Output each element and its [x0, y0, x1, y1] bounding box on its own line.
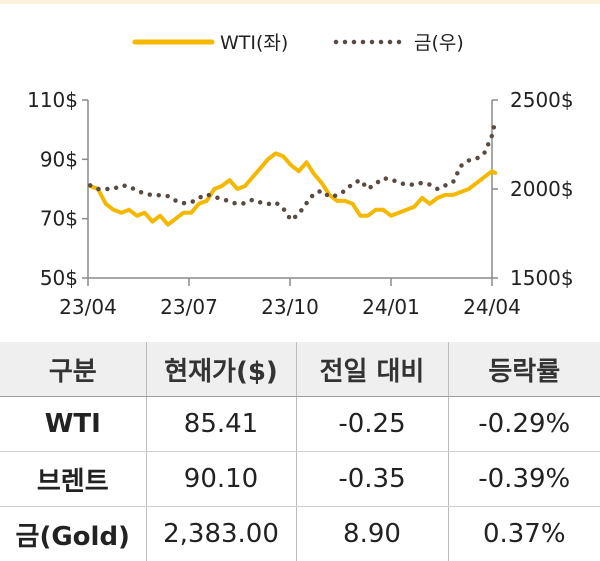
x-tick-label: 23/07	[160, 295, 218, 319]
legend-wti-label: WTI(좌)	[220, 32, 288, 54]
chart-series	[87, 118, 498, 227]
left-tick-label: 90$	[40, 147, 78, 171]
table-row: 금(Gold) 2,383.00 8.90 0.37%	[0, 506, 600, 561]
chart-axes: 23/04 23/07 23/10 24/01 24/04 110$ 90$ 70$ 50$ 25…	[27, 88, 574, 319]
x-tick-label: 24/04	[463, 295, 521, 319]
row-label: WTI	[0, 396, 146, 452]
x-tick-label: 23/04	[59, 295, 117, 319]
legend-gold-label: 금(우)	[414, 32, 464, 54]
row-label: 브렌트	[0, 451, 146, 507]
right-tick-label: 2500$	[510, 88, 574, 112]
x-tick-label: 24/01	[362, 295, 420, 319]
right-tick-label: 1500$	[510, 266, 574, 290]
header-change-rate: 등락률	[447, 342, 600, 397]
header-change: 전일 대비	[295, 342, 448, 397]
change-cell: -0.25	[295, 396, 448, 452]
left-tick-label: 110$	[27, 88, 78, 112]
header-category: 구분	[0, 342, 146, 397]
wti-price-line	[88, 151, 498, 227]
change-rate-cell: -0.39%	[447, 451, 600, 507]
left-tick-label: 50$	[40, 266, 78, 290]
gold-price-line	[87, 118, 498, 224]
change-cell: 8.90	[295, 506, 448, 561]
table-row: 브렌트 90.10 -0.35 -0.39%	[0, 451, 600, 507]
price-summary-table: 구분 현재가($) 전일 대비 등락률 WTI 85.41 -0.25 -0.2…	[0, 342, 600, 561]
row-label: 금(Gold)	[15, 521, 130, 552]
table-header-row: 구분 현재가($) 전일 대비 등락률	[0, 342, 600, 397]
change-cell: -0.35	[295, 451, 448, 507]
x-tick-label: 23/10	[261, 295, 319, 319]
left-tick-label: 70$	[40, 207, 78, 231]
table-row: WTI 85.41 -0.25 -0.29%	[0, 396, 600, 452]
current-price-cell: 90.10	[145, 451, 296, 507]
header-current-price: 현재가($)	[145, 342, 296, 397]
change-rate-cell: -0.29%	[447, 396, 600, 452]
oil-gold-price-chart: WTI(좌) 금(우) 23/04 23/07 23/10 24/01 24/04 110$…	[27, 32, 574, 319]
change-rate-cell: 0.37%	[447, 506, 600, 561]
current-price-cell: 85.41	[145, 396, 296, 452]
right-tick-label: 2000$	[510, 177, 574, 201]
current-price-cell: 2,383.00	[145, 506, 296, 561]
top-accent-rule	[0, 0, 600, 4]
chart-legend: WTI(좌) 금(우)	[132, 32, 464, 54]
